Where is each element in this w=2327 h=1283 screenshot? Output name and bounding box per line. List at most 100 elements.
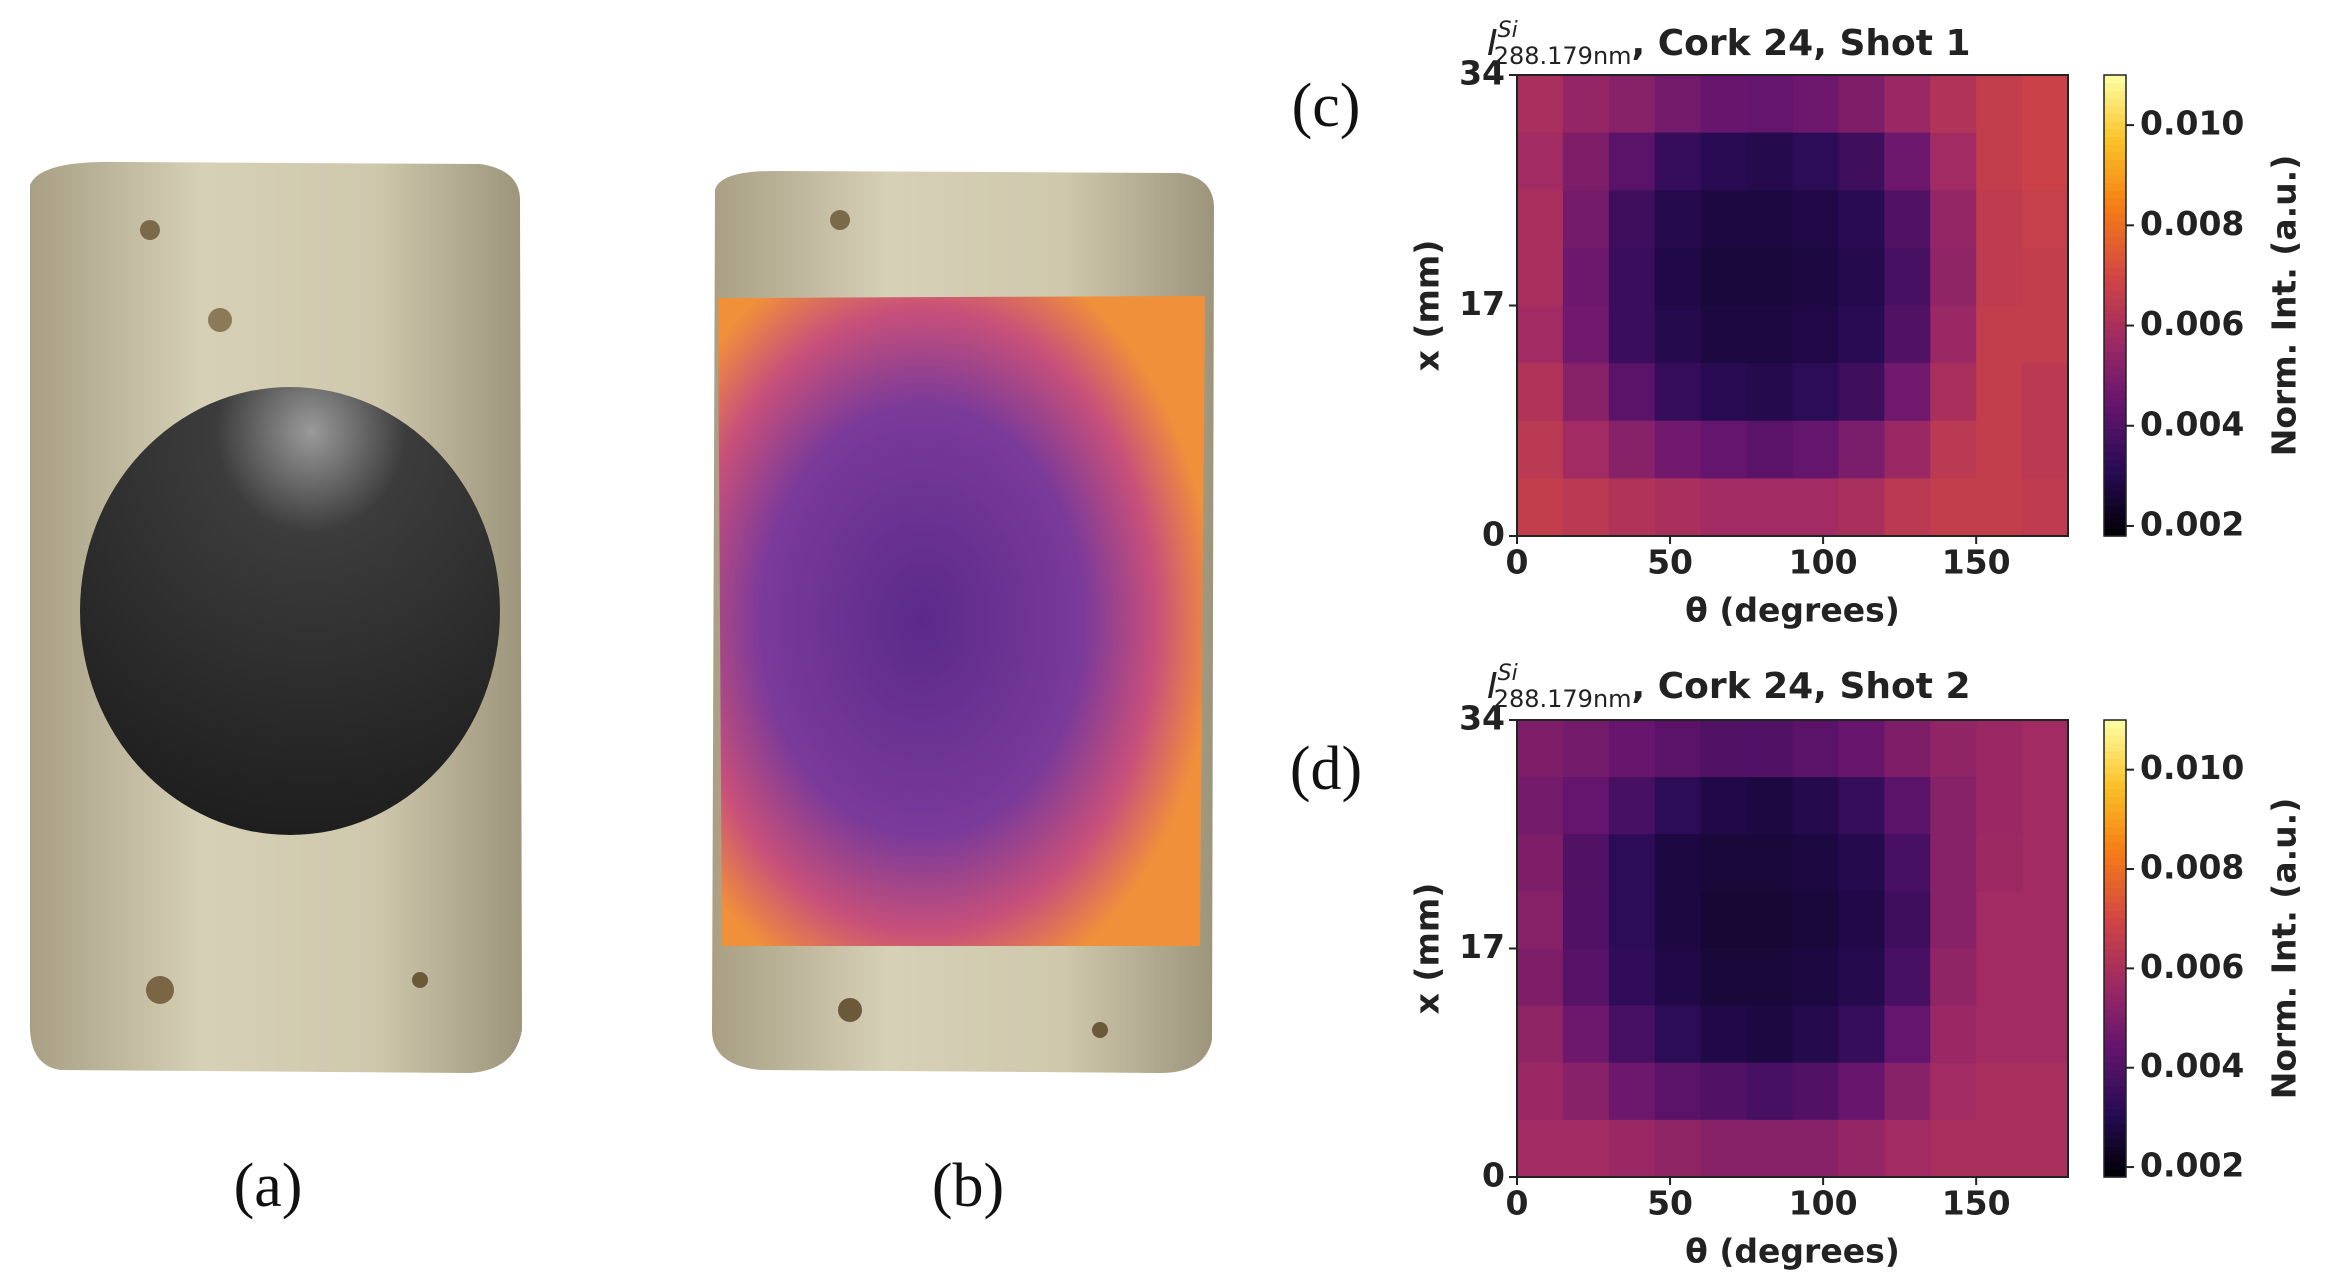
heatmap-cell xyxy=(1884,948,1931,1007)
heatmap-cell xyxy=(1884,891,1931,950)
colorbar-segment xyxy=(2104,1093,2126,1102)
heatmap-cell xyxy=(1838,190,1885,249)
heatmap-cell xyxy=(1884,1005,1931,1064)
colorbar-segment xyxy=(2104,1138,2126,1148)
colorbar-segment xyxy=(2104,735,2126,744)
heatmap-cell xyxy=(1838,1062,1885,1121)
colorbar-segment xyxy=(2104,841,2126,851)
heatmap-cell xyxy=(1746,1119,1794,1178)
heatmap-cell xyxy=(1517,363,1564,422)
heatmap-cell xyxy=(1884,478,1931,537)
colorbar-segment xyxy=(2104,720,2126,729)
colorbar-tick-label: 0.010 xyxy=(2140,748,2244,787)
colorbar-tick-label: 0.006 xyxy=(2140,304,2244,343)
heatmap-cell xyxy=(1976,1062,2023,1121)
colorbar-segment xyxy=(2104,1047,2126,1056)
colorbar-tick-label: 0.002 xyxy=(2140,504,2244,543)
heatmap-cell xyxy=(1930,1119,1977,1178)
heatmap-cell xyxy=(1746,834,1794,892)
colorbar-segment xyxy=(2104,259,2126,268)
heatmap-cell xyxy=(1884,777,1931,835)
y-tick-label: 17 xyxy=(1459,284,1505,323)
colorbar-segment xyxy=(2104,834,2126,843)
heatmap-cell xyxy=(1792,891,1840,950)
colorbar-segment xyxy=(2104,1032,2126,1041)
colorbar-segment xyxy=(2104,895,2126,904)
colorbar-segment xyxy=(2104,505,2126,514)
heatmap-cell xyxy=(1838,948,1885,1007)
heatmap-cell xyxy=(1608,190,1656,249)
heatmap-cell xyxy=(1654,720,1702,778)
heatmap-cell xyxy=(1976,75,2023,134)
panel-label: (d) xyxy=(1290,735,1362,803)
heatmap-cell xyxy=(1608,1005,1656,1064)
heatmap-cell xyxy=(1608,363,1656,422)
heatmap-cell xyxy=(1562,891,1610,950)
heatmap-cell xyxy=(1700,1119,1748,1178)
heatmap-cell xyxy=(1838,132,1885,191)
heatmap-cell xyxy=(1700,1062,1748,1121)
colorbar-tick-label: 0.002 xyxy=(2140,1146,2244,1185)
heatmap-cell xyxy=(2022,1119,2069,1178)
colorbar-segment xyxy=(2104,864,2126,873)
heatmap-cell xyxy=(1562,1119,1610,1178)
colorbar-segment xyxy=(2104,750,2126,759)
heatmap-cell xyxy=(1930,420,1977,479)
x-axis-label: θ (degrees) xyxy=(1685,591,1900,630)
heatmap-cell xyxy=(1746,478,1794,537)
colorbar-segment xyxy=(2104,228,2126,237)
panel-label: (a) xyxy=(234,1152,303,1220)
title-sub: 288.179nm xyxy=(1494,685,1632,713)
panel-label: (b) xyxy=(932,1152,1004,1220)
colorbar-segment xyxy=(2104,128,2126,138)
colorbar-segment xyxy=(2104,336,2126,345)
colorbar-segment xyxy=(2104,489,2126,499)
heatmap-cell xyxy=(1700,247,1748,307)
heatmap-cell xyxy=(1976,891,2023,950)
colorbar-segment xyxy=(2104,918,2126,927)
colorbar-segment xyxy=(2104,482,2126,491)
heatmap-cell xyxy=(1517,420,1564,479)
heatmap-cell xyxy=(1654,247,1702,307)
colorbar-segment xyxy=(2104,1131,2126,1140)
heatmap-cell xyxy=(1838,247,1885,307)
heatmap-cell xyxy=(1746,891,1794,950)
heatmap-cell xyxy=(2022,75,2069,134)
heatmap-cell xyxy=(1654,1062,1702,1121)
colorbar-segment xyxy=(2104,925,2126,934)
heatmap-cell xyxy=(1930,948,1977,1007)
heatmap-cell xyxy=(1884,1062,1931,1121)
heatmap-cell xyxy=(1930,777,1977,835)
colorbar-segment xyxy=(2104,343,2126,353)
heatmap-cell xyxy=(1792,132,1840,191)
x-tick-label: 50 xyxy=(1647,1184,1693,1223)
heatmap-cell xyxy=(1792,1005,1840,1064)
heatmap-cell xyxy=(1608,420,1656,479)
colorbar-segment xyxy=(2104,1077,2126,1087)
heatmap-cell xyxy=(1654,478,1702,537)
colorbar-segment xyxy=(2104,1108,2126,1117)
colorbar-segment xyxy=(2104,520,2126,529)
y-tick-label: 0 xyxy=(1482,1156,1505,1195)
heatmap-cell xyxy=(1654,363,1702,422)
colorbar-segment xyxy=(2104,497,2126,506)
heatmap-cell xyxy=(1792,777,1840,835)
colorbar-segment xyxy=(2104,773,2126,782)
heatmap-cell xyxy=(1792,720,1840,778)
heatmap-cell xyxy=(1746,420,1794,479)
heatmap-cell xyxy=(1746,720,1794,778)
heatmap-cell xyxy=(1654,777,1702,835)
colorbar-segment xyxy=(2104,428,2126,437)
heatmap-cell xyxy=(2022,1062,2069,1121)
colorbar-segment xyxy=(2104,1154,2126,1163)
colorbar-segment xyxy=(2104,136,2126,145)
heatmap-cell xyxy=(1517,891,1564,950)
heatmap-cell xyxy=(1884,1119,1931,1178)
colorbar-segment xyxy=(2104,849,2126,858)
colorbar-segment xyxy=(2104,105,2126,115)
cork-photo-b xyxy=(712,170,1215,1073)
colorbar-segment xyxy=(2104,948,2126,957)
colorbar-segment xyxy=(2104,742,2126,752)
heatmap-cell xyxy=(1838,777,1885,835)
